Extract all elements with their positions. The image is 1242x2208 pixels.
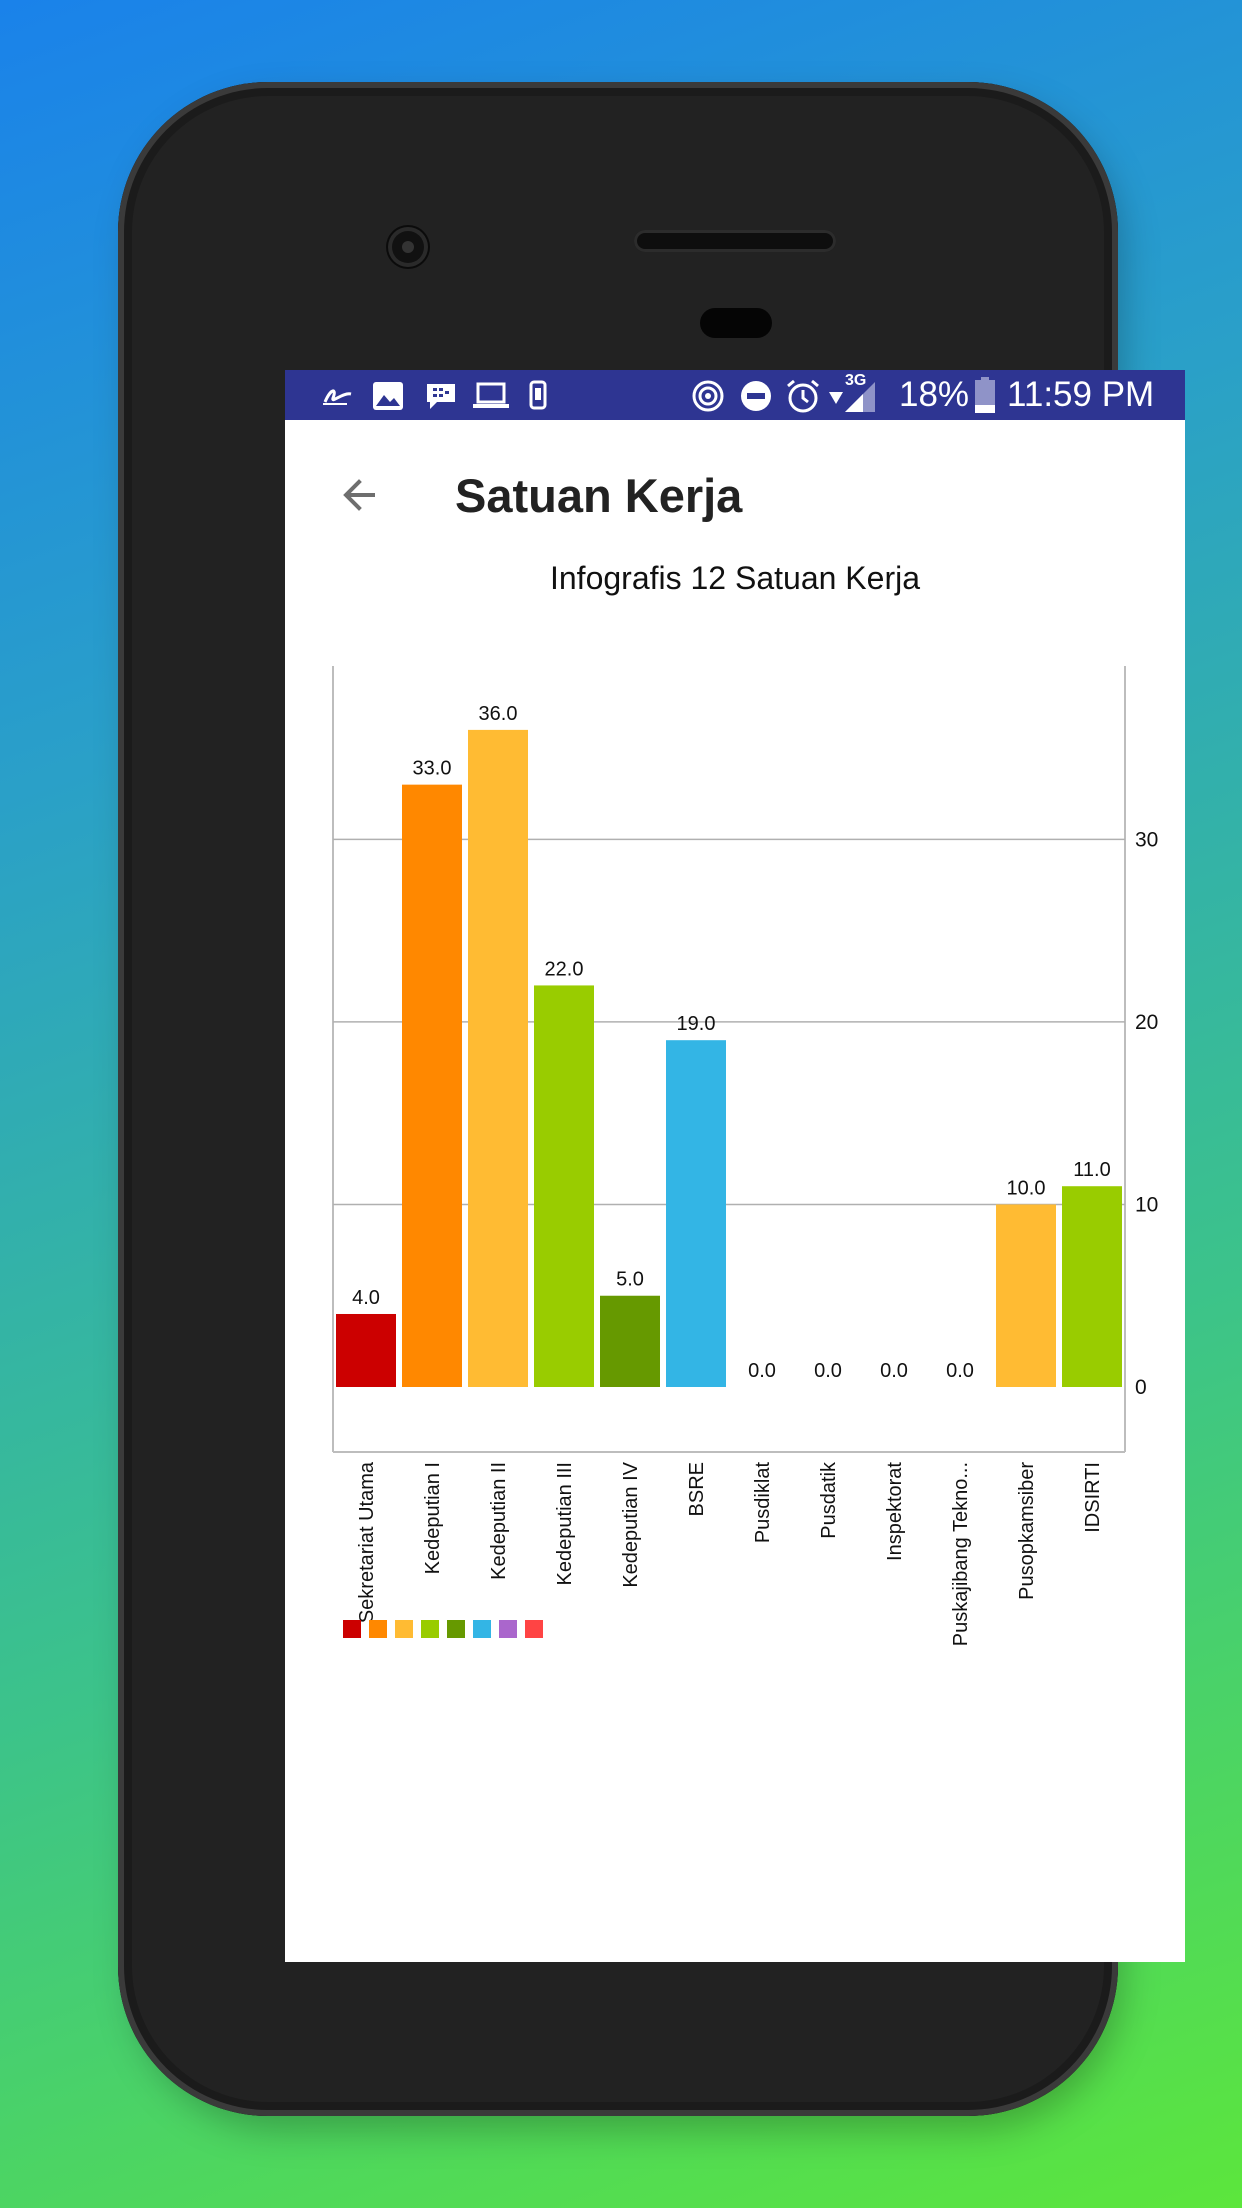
alarm-icon [787, 379, 819, 413]
bar[interactable] [666, 1040, 726, 1387]
x-category-label: Pusopkamsiber [1016, 1462, 1038, 1600]
x-category-label: Sekretariat Utama [356, 1461, 378, 1623]
legend-swatch [421, 1620, 439, 1638]
bar-value-label: 0.0 [814, 1360, 842, 1382]
image-icon [373, 382, 403, 410]
signal-icon [845, 382, 875, 412]
laptop-icon [473, 382, 509, 408]
chart-title: Infografis 12 Satuan Kerja [549, 560, 920, 596]
battery-percent: 18% [899, 375, 970, 414]
status-bar: 3G 18% 11:59 PM [285, 370, 1185, 420]
x-category-label: Pusdiklat [752, 1462, 774, 1544]
dnd-icon [741, 381, 771, 411]
bar[interactable] [996, 1204, 1056, 1387]
screen: 3G 18% 11:59 PM Satuan Kerja Infografis … [285, 370, 1185, 1962]
bar[interactable] [600, 1295, 660, 1387]
x-category-label: Inspektorat [884, 1462, 906, 1561]
bar-value-label: 33.0 [413, 758, 452, 780]
wifi-icon [829, 392, 843, 404]
app-icon [323, 389, 352, 405]
bar[interactable] [402, 784, 462, 1387]
x-category-label: Kedeputian II [488, 1462, 510, 1580]
x-category-label: Pusdatik [818, 1461, 840, 1539]
y-tick-label: 30 [1135, 828, 1158, 851]
hotspot-icon [692, 380, 724, 412]
bar-chart: 0 10 20 30 4.0 Sekretariat Utama 33.0 Kedeputia… [332, 666, 1158, 1646]
phone-frame: 3G 18% 11:59 PM Satuan Kerja Infografis … [118, 82, 1185, 2116]
legend-swatch [525, 1620, 543, 1638]
bar-value-label: 0.0 [880, 1360, 908, 1382]
bar-value-label: 4.0 [352, 1287, 380, 1309]
y-tick-label: 0 [1135, 1376, 1147, 1399]
legend-swatch [499, 1620, 517, 1638]
y-tick-label: 10 [1135, 1193, 1158, 1216]
x-category-label: Kedeputian I [422, 1462, 444, 1574]
x-category-label: IDSIRTI [1082, 1462, 1104, 1533]
bar-value-label: 36.0 [479, 703, 518, 725]
legend-swatch [395, 1620, 413, 1638]
bar[interactable] [468, 729, 528, 1387]
bar-value-label: 10.0 [1007, 1177, 1046, 1199]
bar[interactable] [1062, 1186, 1122, 1387]
proximity-sensor [700, 308, 772, 338]
x-category-label: Puskajibang Tekno... [950, 1462, 972, 1646]
bar-value-label: 5.0 [616, 1269, 644, 1291]
arrow-back-icon[interactable] [335, 470, 385, 520]
phone-icon [529, 380, 547, 410]
bar-value-label: 19.0 [677, 1013, 716, 1035]
x-category-label: Kedeputian III [554, 1462, 576, 1585]
battery-icon [975, 377, 995, 413]
page-title: Satuan Kerja [455, 469, 743, 522]
bar-value-label: 11.0 [1073, 1159, 1110, 1181]
bar-value-label: 22.0 [545, 958, 584, 980]
clock: 11:59 PM [1007, 375, 1155, 414]
legend-swatch [343, 1620, 361, 1638]
bar-value-label: 0.0 [748, 1360, 776, 1382]
toolbar: Satuan Kerja [285, 420, 1185, 580]
y-tick-label: 20 [1135, 1011, 1158, 1034]
app-content: Satuan Kerja Infografis 12 Satuan Kerja … [285, 420, 1185, 1962]
bar[interactable] [336, 1313, 396, 1387]
network-type: 3G [845, 372, 867, 389]
x-category-label: BSRE [686, 1462, 708, 1516]
bar[interactable] [534, 985, 594, 1387]
bbm-icon [427, 384, 455, 409]
bar-value-label: 0.0 [946, 1360, 974, 1382]
earpiece-speaker [634, 230, 836, 252]
legend-swatch [447, 1620, 465, 1638]
legend-swatch [473, 1620, 491, 1638]
legend-swatch [369, 1620, 387, 1638]
x-category-label: Kedeputian IV [620, 1461, 642, 1587]
front-camera [388, 227, 428, 267]
